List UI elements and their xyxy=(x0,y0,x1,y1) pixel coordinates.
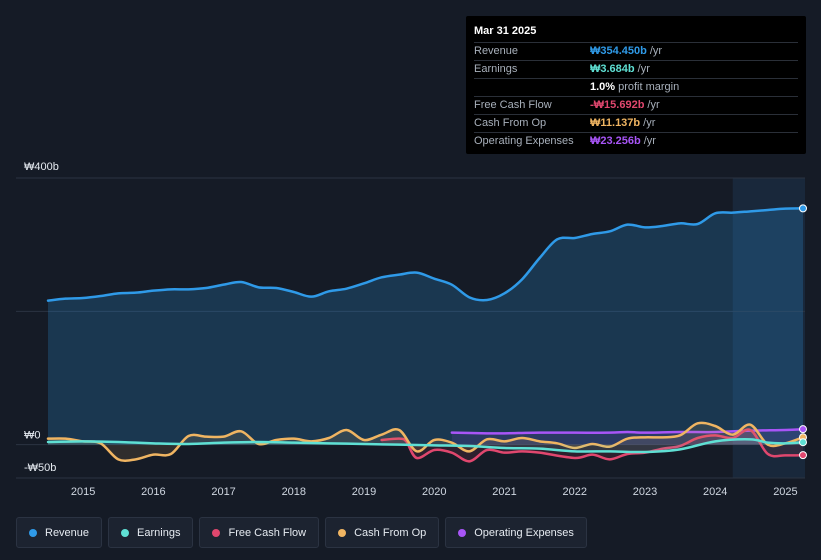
series-line-cash-from-op xyxy=(46,421,805,462)
legend: Revenue Earnings Free Cash Flow Cash Fro… xyxy=(16,517,587,548)
tooltip-date: Mar 31 2025 xyxy=(474,25,537,37)
tooltip-unit: /yr xyxy=(647,99,660,111)
x-tick-label: 2023 xyxy=(633,486,657,498)
tooltip-value: 1.0% xyxy=(590,81,616,93)
legend-item-cash-from-op[interactable]: Cash From Op xyxy=(325,517,440,548)
legend-label: Revenue xyxy=(45,526,90,539)
tooltip-value: ₩3.684b xyxy=(590,63,635,75)
tooltip-label: Earnings xyxy=(474,63,518,75)
tooltip-value: ₩11.137b xyxy=(590,117,641,129)
x-tick-label: 2017 xyxy=(211,486,235,498)
tooltip-panel: Mar 31 2025 Revenue ₩354.450b /yr Earnin… xyxy=(466,16,806,154)
y-tick-label: -₩50b xyxy=(24,462,56,474)
tooltip-row-cfo: Cash From Op ₩11.137b /yr xyxy=(474,114,798,132)
series-end-point-free-cash-flow xyxy=(799,451,807,460)
legend-label: Operating Expenses xyxy=(474,526,574,539)
x-tick-label: 2019 xyxy=(352,486,376,498)
legend-item-revenue[interactable]: Revenue xyxy=(16,517,103,548)
x-tick-label: 2018 xyxy=(282,486,306,498)
tooltip-row-opex: Operating Expenses ₩23.256b /yr xyxy=(474,132,798,150)
tooltip-unit: /yr xyxy=(643,117,656,129)
x-tick-label: 2021 xyxy=(492,486,516,498)
tooltip-row-revenue: Revenue ₩354.450b /yr xyxy=(474,42,798,60)
series-line-free-cash-flow xyxy=(380,428,805,463)
tooltip-label: Free Cash Flow xyxy=(474,99,552,111)
x-tick-label: 2022 xyxy=(563,486,587,498)
tooltip-unit: /yr xyxy=(649,45,663,57)
tooltip-label: Operating Expenses xyxy=(474,135,574,147)
tooltip-row-fcf: Free Cash Flow -₩15.692b /yr xyxy=(474,96,798,114)
series-line-revenue xyxy=(46,207,805,302)
series-area-revenue xyxy=(48,208,803,445)
y-tick-label: ₩400b xyxy=(24,161,59,173)
legend-label: Earnings xyxy=(137,526,181,539)
y-tick-label: ₩0 xyxy=(24,430,41,442)
tooltip-unit: /yr xyxy=(637,63,650,75)
legend-label: Free Cash Flow xyxy=(228,526,307,539)
tooltip-row-earnings: Earnings ₩3.684b /yr xyxy=(474,60,798,78)
legend-dot-icon xyxy=(338,528,347,537)
series-end-point-revenue xyxy=(799,204,807,213)
legend-dot-icon xyxy=(212,528,221,537)
x-tick-label: 2020 xyxy=(422,486,446,498)
series-end-point-earnings xyxy=(799,438,807,447)
x-tick-label: 2025 xyxy=(773,486,797,498)
legend-dot-icon xyxy=(29,528,37,537)
legend-dot-icon xyxy=(458,528,467,537)
legend-dot-icon xyxy=(121,528,130,537)
legend-item-operating-expenses[interactable]: Operating Expenses xyxy=(445,517,587,548)
highlight-region xyxy=(732,178,805,478)
legend-item-earnings[interactable]: Earnings xyxy=(108,517,194,548)
legend-label: Cash From Op xyxy=(354,526,427,539)
series-line-earnings xyxy=(46,438,805,454)
chart: ₩400b ₩0 -₩50b 2015 2016 2017 2018 2019 2020 2021… xyxy=(16,161,807,498)
series-end-point-operating-expenses xyxy=(799,425,807,434)
tooltip-unit: profit margin xyxy=(618,81,680,93)
tooltip-value: -₩15.692b xyxy=(590,99,645,111)
tooltip-unit: /yr xyxy=(643,135,656,147)
tooltip-label xyxy=(474,79,590,96)
tooltip-label: Revenue xyxy=(474,45,519,57)
legend-item-free-cash-flow[interactable]: Free Cash Flow xyxy=(199,517,320,548)
x-tick-label: 2015 xyxy=(71,486,95,498)
x-tick-label: 2016 xyxy=(141,486,165,498)
tooltip-value: ₩23.256b xyxy=(590,135,641,147)
tooltip-value: ₩354.450b xyxy=(590,45,647,57)
x-tick-label: 2024 xyxy=(703,486,727,498)
tooltip-row-margin: 1.0% profit margin xyxy=(474,78,798,96)
series-area-free-cash-flow xyxy=(381,429,803,462)
tooltip-label: Cash From Op xyxy=(474,117,547,129)
